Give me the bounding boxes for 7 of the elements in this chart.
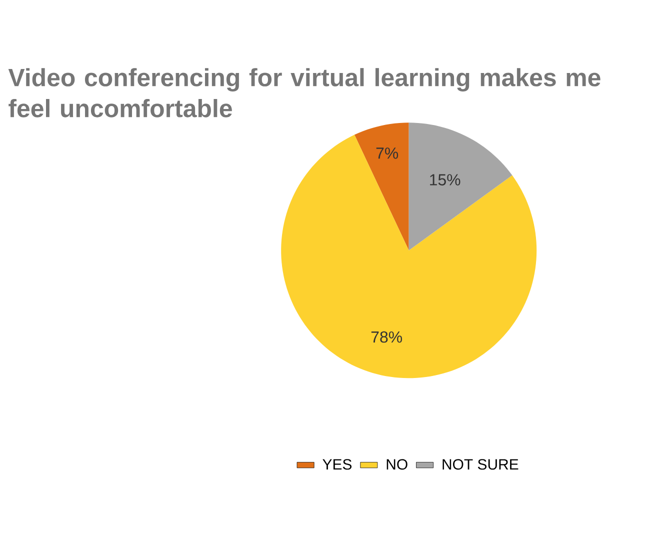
data-label: 15% <box>430 174 460 186</box>
legend-label: NO <box>386 459 408 470</box>
legend-label: NOT SURE <box>442 459 518 470</box>
data-label: 78% <box>371 331 402 343</box>
chart-title: Video conferencing for virtual learning makes me feel uncomfortable <box>8 68 600 118</box>
legend-label: YES <box>322 459 352 470</box>
data-label: 7% <box>376 148 398 159</box>
